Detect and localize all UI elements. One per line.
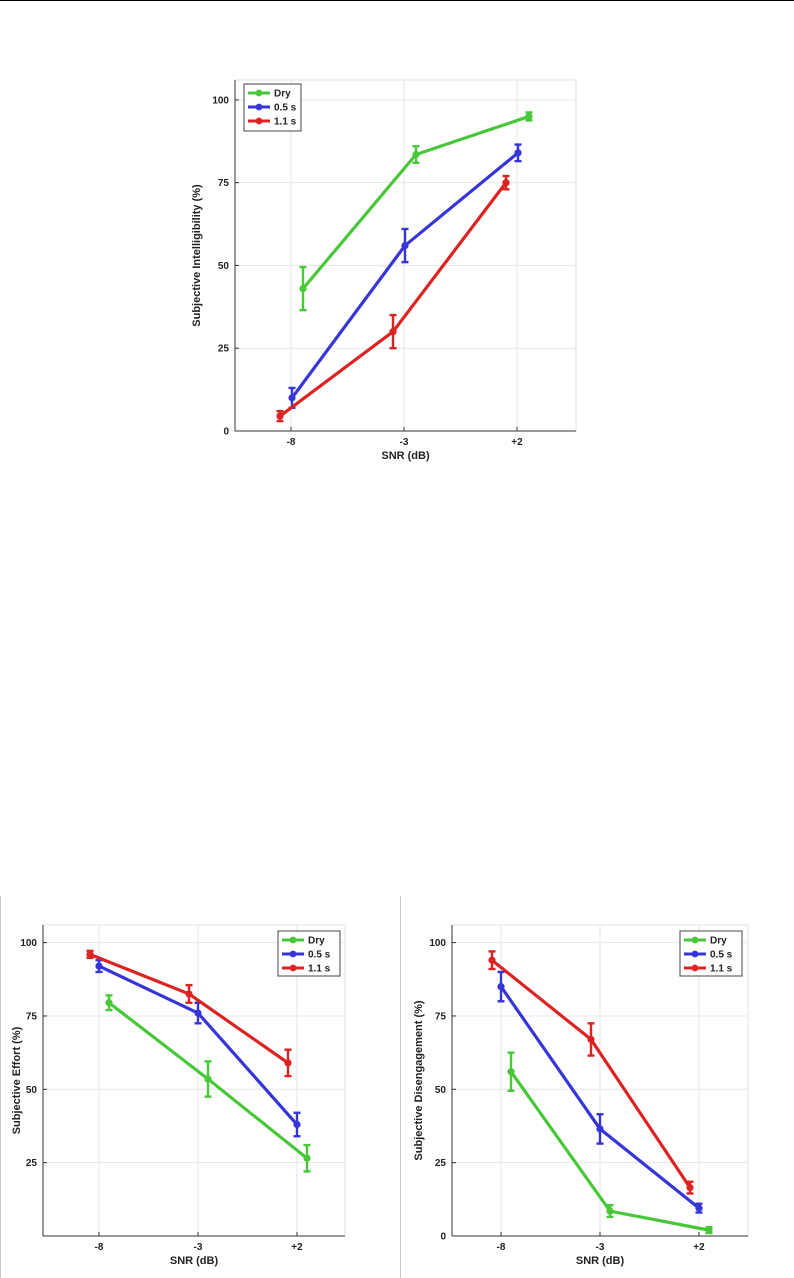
data-point xyxy=(293,1120,301,1129)
data-point xyxy=(514,149,522,157)
legend-label: Dry xyxy=(274,89,291,100)
panel-divider-left xyxy=(0,896,1,1278)
legend-swatch-marker xyxy=(691,964,699,972)
y-tick-label: 100 xyxy=(20,938,37,949)
legend-swatch-marker xyxy=(289,964,297,972)
data-point xyxy=(587,1035,595,1044)
x-tick-label: +2 xyxy=(291,1242,303,1253)
y-axis-label: Subjective Effort (%) xyxy=(11,1026,23,1134)
x-tick-label: +2 xyxy=(511,437,523,448)
panel-divider-middle xyxy=(400,896,401,1278)
data-point xyxy=(497,983,505,991)
data-point xyxy=(695,1204,703,1212)
y-tick-label: 75 xyxy=(218,178,230,189)
data-point xyxy=(507,1068,515,1076)
x-tick-label: -8 xyxy=(287,437,296,448)
data-point xyxy=(525,112,533,121)
data-point xyxy=(705,1226,713,1234)
data-point xyxy=(204,1075,212,1083)
data-point xyxy=(401,241,409,250)
y-tick-label: 25 xyxy=(26,1158,38,1169)
y-axis-label: Subjective Intelligibility (%) xyxy=(191,184,203,327)
x-axis-label: SNR (dB) xyxy=(576,1255,625,1267)
data-point xyxy=(596,1125,604,1133)
y-tick-label: 0 xyxy=(223,427,229,438)
legend-label: Dry xyxy=(710,936,727,947)
y-tick-label: 50 xyxy=(218,261,230,272)
x-tick-label: +2 xyxy=(693,1242,705,1253)
data-point xyxy=(86,950,94,958)
data-point xyxy=(488,956,496,964)
legend-label: 1.1 s xyxy=(710,964,733,975)
data-point xyxy=(686,1183,694,1192)
data-point xyxy=(284,1059,292,1067)
data-point xyxy=(412,150,420,159)
x-tick-label: -8 xyxy=(497,1242,506,1253)
data-point xyxy=(276,412,284,420)
data-point xyxy=(303,1154,311,1162)
legend-swatch-marker xyxy=(691,936,699,944)
legend-label: Dry xyxy=(308,936,325,947)
plot-area xyxy=(42,924,346,1237)
page-top-rule xyxy=(0,0,794,1)
data-point xyxy=(288,394,296,402)
y-tick-label: 75 xyxy=(26,1011,38,1022)
y-tick-label: 75 xyxy=(435,1011,447,1022)
y-tick-label: 100 xyxy=(429,938,446,949)
x-axis-label: SNR (dB) xyxy=(170,1255,219,1267)
legend-swatch-marker xyxy=(289,950,297,958)
x-tick-label: -3 xyxy=(400,437,409,448)
legend-label: 1.1 s xyxy=(308,964,331,975)
y-tick-label: 0 xyxy=(440,1232,446,1243)
legend-label: 1.1 s xyxy=(274,117,297,128)
x-tick-label: -3 xyxy=(596,1242,605,1253)
y-axis-label: Subjective Disengagement (%) xyxy=(413,1000,425,1160)
data-point xyxy=(389,328,397,336)
y-tick-label: 25 xyxy=(435,1158,447,1169)
legend-label: 0.5 s xyxy=(710,950,733,961)
legend-swatch-marker xyxy=(255,89,263,97)
data-point xyxy=(299,285,307,293)
legend-swatch-marker xyxy=(255,117,263,125)
x-axis-label: SNR (dB) xyxy=(381,450,430,462)
data-point xyxy=(185,990,193,998)
legend-label: 0.5 s xyxy=(308,950,331,961)
legend-swatch-marker xyxy=(691,950,699,958)
data-point xyxy=(105,999,113,1007)
x-tick-label: -8 xyxy=(95,1242,104,1253)
x-tick-label: -3 xyxy=(194,1242,203,1253)
y-tick-label: 50 xyxy=(26,1085,38,1096)
data-point xyxy=(606,1207,614,1215)
legend-label: 0.5 s xyxy=(274,103,297,114)
data-point xyxy=(502,179,510,187)
data-point xyxy=(95,962,103,970)
data-point xyxy=(194,1009,202,1017)
legend-swatch-marker xyxy=(289,936,297,944)
y-tick-label: 100 xyxy=(212,95,229,106)
legend-swatch-marker xyxy=(255,103,263,111)
y-tick-label: 50 xyxy=(435,1085,447,1096)
y-tick-label: 25 xyxy=(218,344,230,355)
